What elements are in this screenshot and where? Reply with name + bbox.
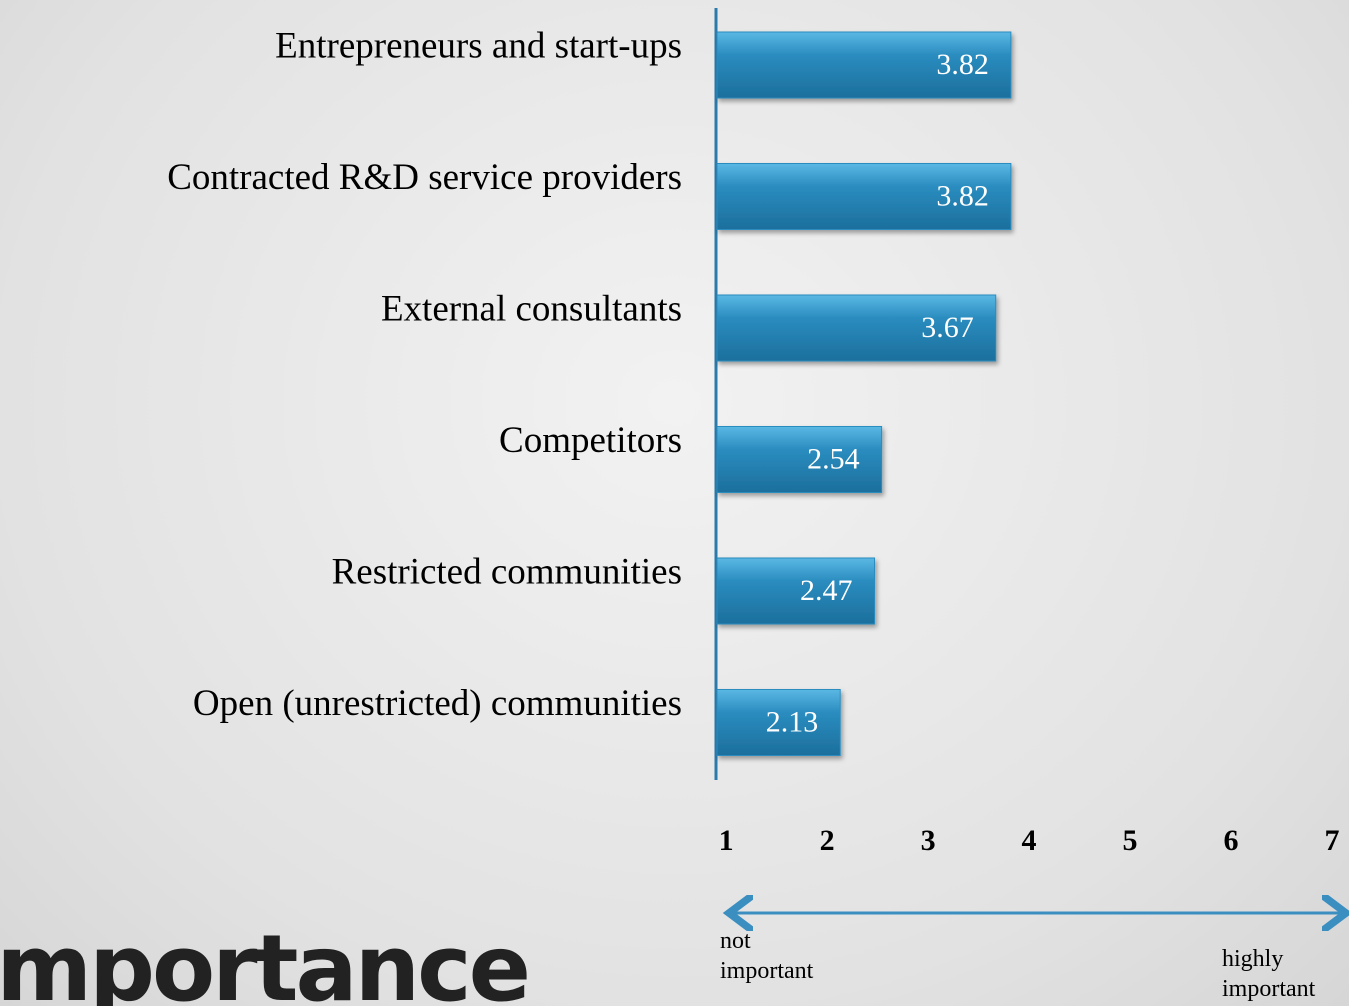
bar — [716, 557, 876, 625]
x-tick-label: 1 — [719, 824, 734, 857]
bar — [716, 163, 1012, 230]
category-label: External consultants — [381, 288, 682, 329]
value-label: 3.82 — [936, 48, 989, 81]
value-label: 3.67 — [921, 311, 974, 344]
bar — [716, 31, 1012, 99]
x-tick-label: 5 — [1123, 824, 1138, 857]
category-label: Restricted communities — [332, 551, 682, 592]
annotation: highly important — [1222, 946, 1316, 1002]
value-label: 2.54 — [807, 442, 860, 475]
x-tick-label: 2 — [820, 824, 835, 857]
x-tick-label: 7 — [1325, 824, 1340, 857]
x-tick-label: 4 — [1022, 824, 1037, 857]
bar — [716, 689, 841, 756]
category-label: Contracted R&D service providers — [167, 157, 682, 198]
chart-title: Importance — [0, 915, 528, 1006]
bar — [716, 294, 997, 362]
annotation: not important — [720, 928, 814, 984]
value-label: 2.47 — [800, 574, 853, 607]
category-label: Competitors — [499, 420, 682, 461]
bar — [716, 426, 883, 493]
value-label: 2.13 — [766, 705, 819, 738]
category-label: Open (unrestricted) communities — [193, 683, 682, 724]
category-label: Entrepreneurs and start-ups — [275, 25, 682, 66]
x-tick-label: 6 — [1224, 824, 1239, 857]
value-label: 3.82 — [936, 179, 989, 212]
x-tick-label: 3 — [921, 824, 936, 857]
